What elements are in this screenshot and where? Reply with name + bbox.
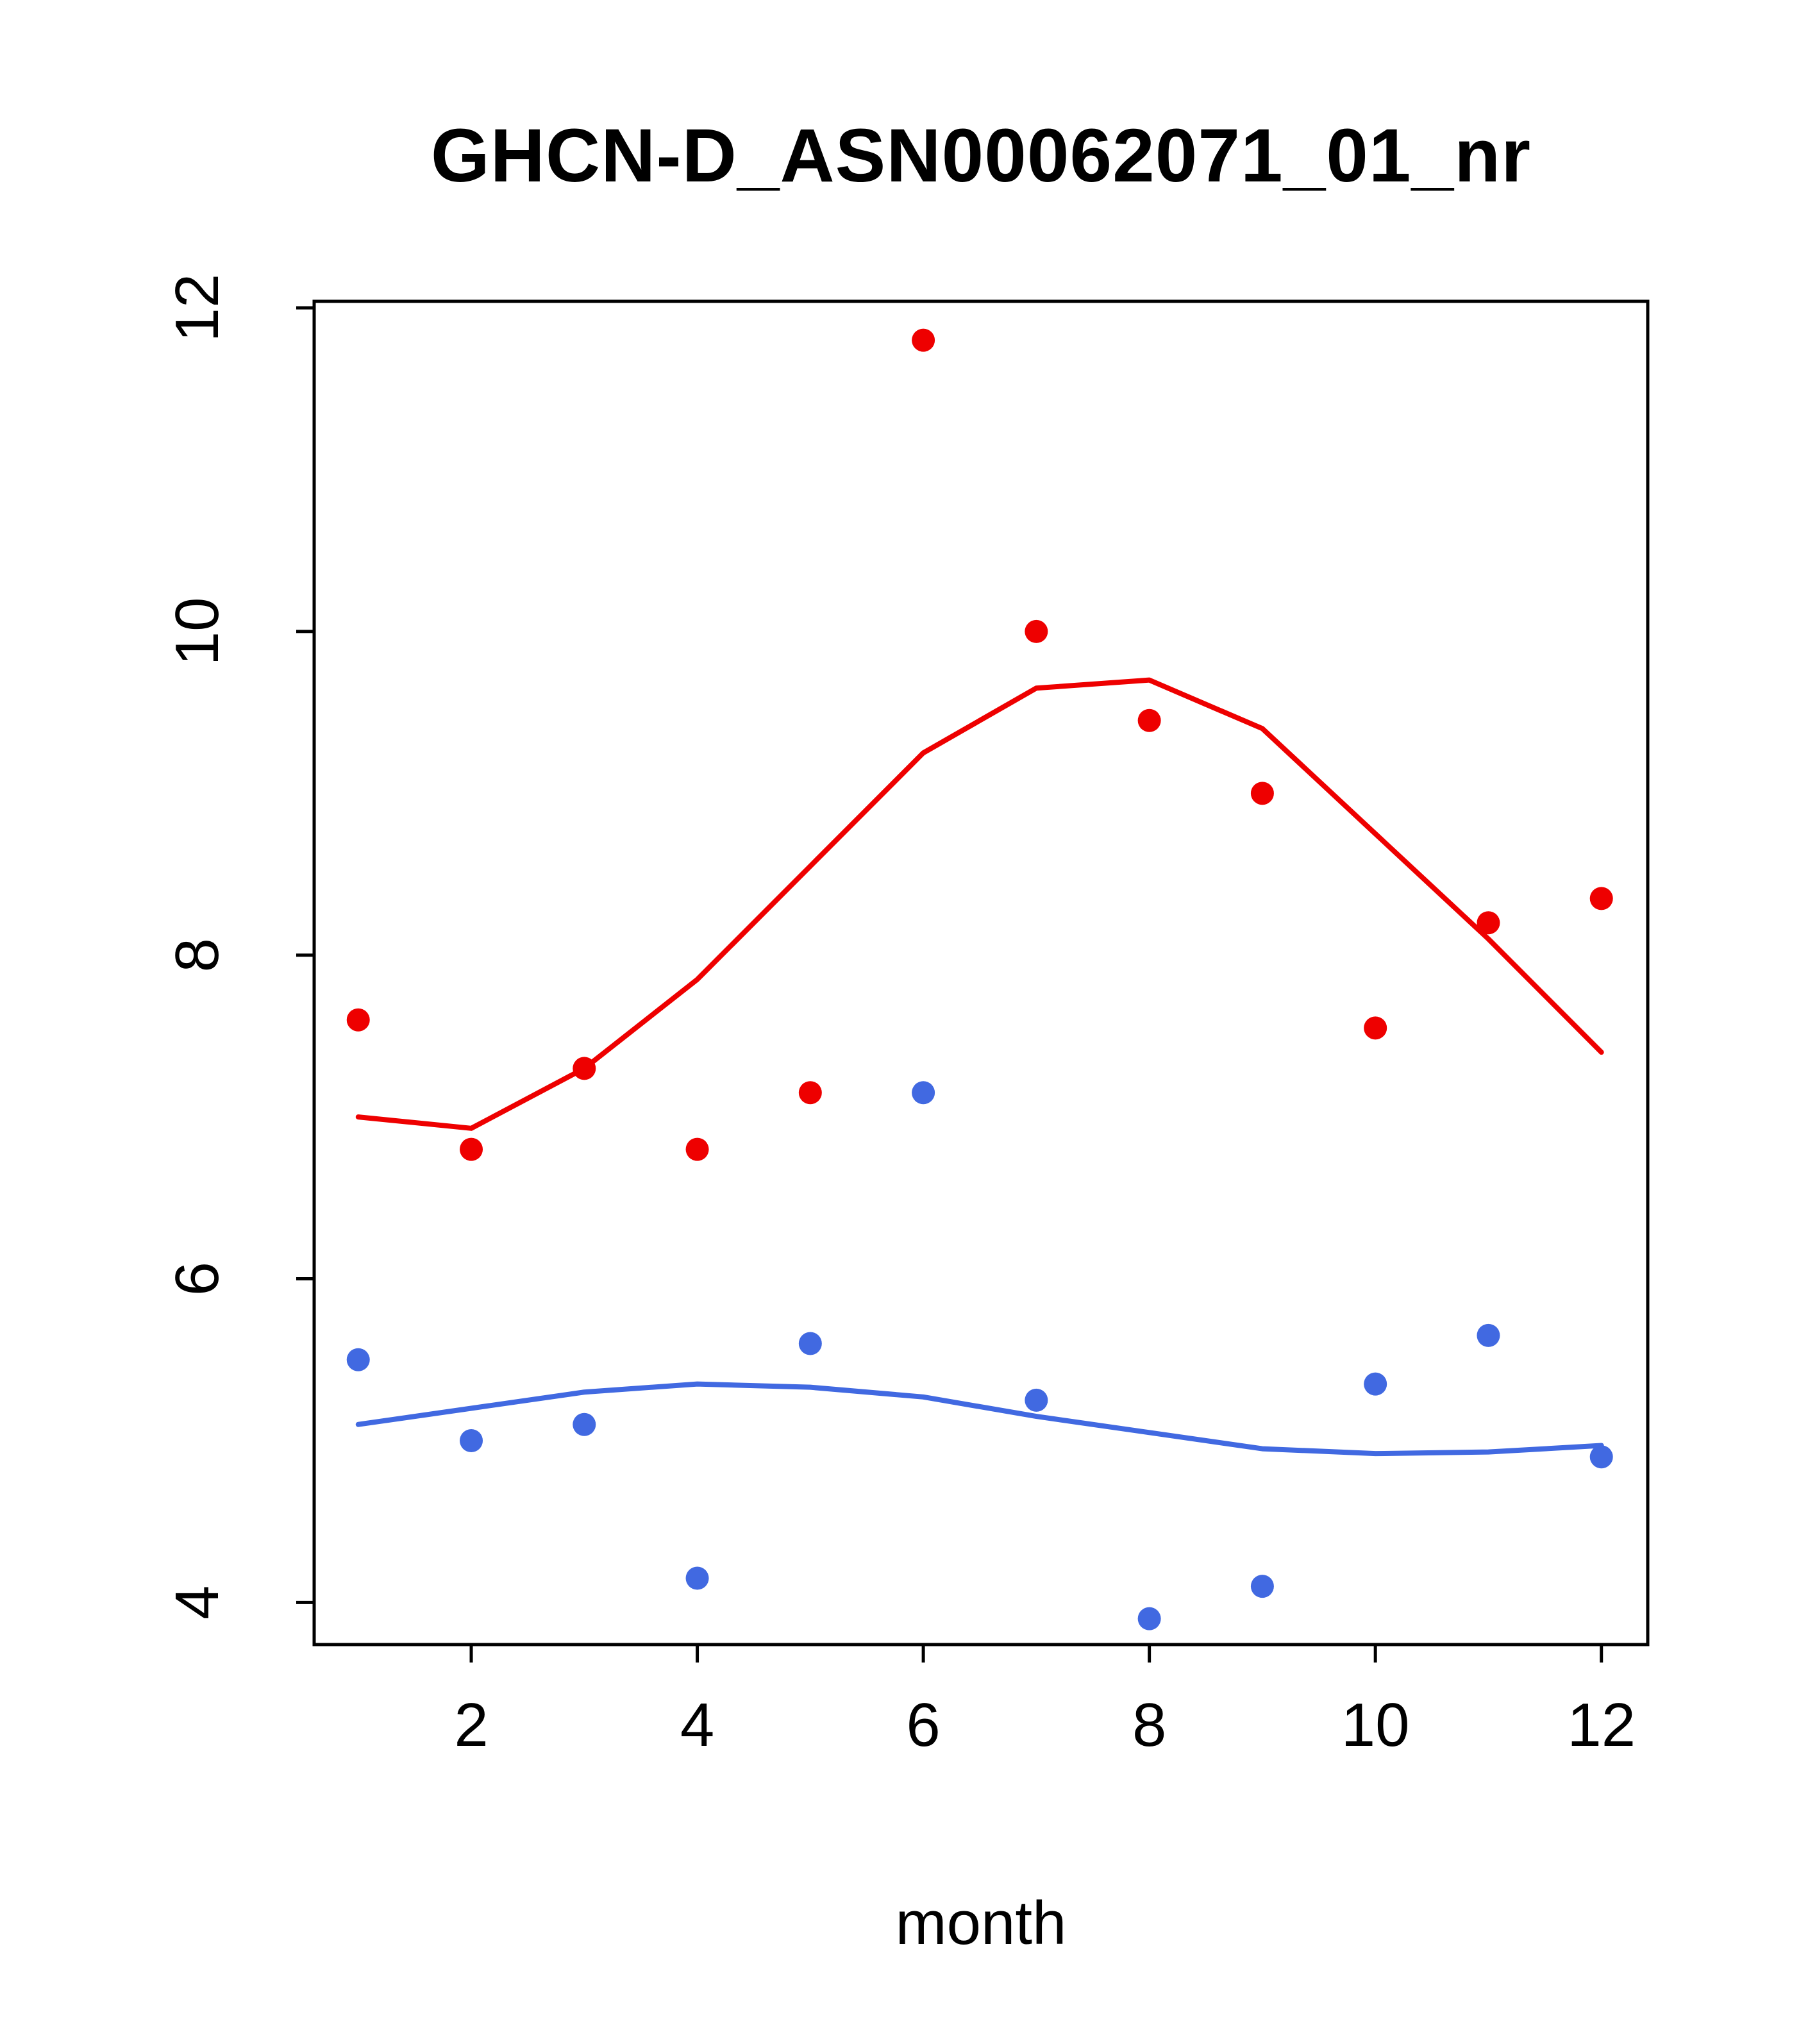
blue-point: [573, 1412, 596, 1436]
x-tick-label: 10: [1341, 1691, 1410, 1759]
red-point: [1477, 911, 1500, 935]
blue-point: [1364, 1372, 1387, 1396]
y-tick-label: 12: [163, 274, 231, 342]
red-point: [798, 1081, 822, 1105]
plot-border: [312, 299, 1650, 1646]
blue-point: [1250, 1575, 1274, 1598]
x-tick-label: 12: [1567, 1691, 1636, 1759]
red-point: [460, 1137, 483, 1161]
red-point: [573, 1057, 596, 1080]
blue-point: [912, 1081, 935, 1105]
red-point: [1025, 619, 1048, 643]
red-point: [685, 1137, 709, 1161]
blue-point: [460, 1428, 483, 1452]
x-tick-label: 4: [680, 1691, 714, 1759]
red-smooth-line: [355, 677, 1604, 1131]
red-point: [912, 328, 935, 352]
blue-point: [346, 1348, 370, 1371]
x-axis-label: month: [895, 1889, 1067, 1957]
red-point: [1364, 1016, 1387, 1040]
y-tick-label: 6: [163, 1262, 231, 1296]
x-tick-label: 2: [454, 1691, 488, 1759]
chart-title: GHCN-D_ASN00062071_01_nr: [430, 113, 1532, 198]
red-point: [1250, 782, 1274, 805]
blue-point: [1025, 1388, 1048, 1412]
y-tick-label: 8: [163, 938, 231, 972]
x-tick-label: 8: [1132, 1691, 1166, 1759]
blue-smooth-line: [355, 1381, 1604, 1457]
y-tick-label: 4: [163, 1586, 231, 1620]
blue-point: [798, 1332, 822, 1355]
blue-point: [1589, 1445, 1613, 1469]
blue-point: [1137, 1607, 1161, 1630]
red-point: [346, 1008, 370, 1032]
red-point: [1137, 708, 1161, 732]
blue-point: [1477, 1323, 1500, 1347]
red-point: [1589, 887, 1613, 910]
blue-point: [685, 1566, 709, 1590]
y-tick-label: 10: [163, 598, 231, 666]
x-tick-label: 6: [906, 1691, 940, 1759]
